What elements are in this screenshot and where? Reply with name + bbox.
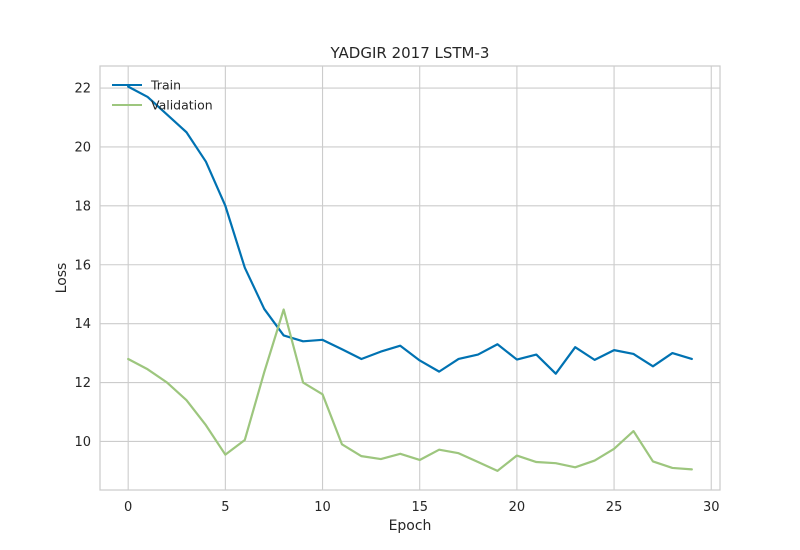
y-tick-label-10: 10 xyxy=(74,435,91,450)
chart-title: YADGIR 2017 LSTM-3 xyxy=(330,44,490,62)
x-tick-label-5: 5 xyxy=(221,500,229,515)
plot-frame xyxy=(99,65,721,491)
y-tick-label-16: 16 xyxy=(74,258,91,273)
legend-label-validation: Validation xyxy=(151,98,213,113)
y-tick-label-18: 18 xyxy=(74,199,91,214)
grid-lines xyxy=(100,66,720,490)
series-lines xyxy=(127,85,693,472)
y-tick-labels: 10 12 14 16 18 20 22 xyxy=(74,82,91,450)
x-tick-label-0: 0 xyxy=(124,500,132,515)
legend: Train Validation xyxy=(112,78,213,113)
plot-area xyxy=(100,66,720,490)
x-tick-labels: 0 5 10 15 20 25 30 xyxy=(124,500,719,515)
y-tick-label-20: 20 xyxy=(74,140,91,155)
series-line-train xyxy=(127,85,693,375)
x-tick-label-25: 25 xyxy=(606,500,623,515)
x-tick-label-10: 10 xyxy=(314,500,331,515)
x-axis-label: Epoch xyxy=(389,518,432,534)
y-tick-label-14: 14 xyxy=(74,317,91,332)
series-line-validation xyxy=(127,308,693,472)
x-tick-label-15: 15 xyxy=(411,500,428,515)
x-tick-label-20: 20 xyxy=(509,500,526,515)
y-tick-label-12: 12 xyxy=(74,376,91,391)
x-tick-label-30: 30 xyxy=(703,500,720,515)
legend-label-train: Train xyxy=(150,78,181,93)
y-axis-label: Loss xyxy=(54,263,70,294)
y-tick-label-22: 22 xyxy=(74,82,91,97)
